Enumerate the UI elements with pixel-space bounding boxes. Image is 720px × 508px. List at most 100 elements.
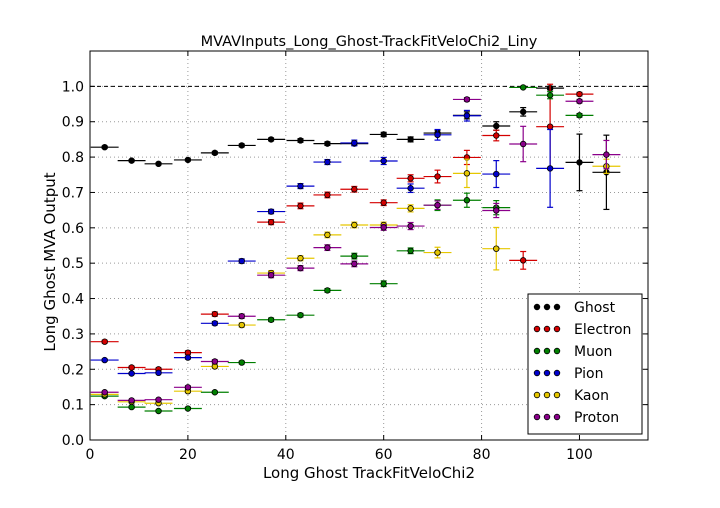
x-tick-label: 100 (566, 447, 593, 463)
legend-marker (533, 347, 541, 355)
data-point (463, 197, 471, 204)
data-point (351, 139, 358, 147)
data-point (434, 173, 441, 180)
data-point (297, 264, 304, 272)
data-point (493, 170, 500, 178)
data-point (576, 98, 583, 105)
data-point (211, 389, 219, 396)
data-point (184, 354, 192, 361)
legend-marker (533, 369, 541, 377)
series-proton (90, 96, 621, 404)
legend-item-kaon: Kaon (533, 388, 609, 404)
data-point (493, 245, 500, 252)
y-tick-label: 0.1 (62, 398, 84, 414)
legend-marker (533, 413, 541, 421)
data-point (493, 122, 500, 130)
data-point (128, 397, 135, 404)
legend-marker (553, 369, 561, 377)
legend-item-muon: Muon (533, 344, 612, 360)
legend-label: Proton (574, 410, 619, 426)
y-tick-label: 0.7 (62, 185, 84, 201)
legend-marker (533, 391, 541, 399)
legend-marker (543, 347, 551, 355)
x-tick-label: 0 (86, 447, 95, 463)
data-point (297, 182, 304, 190)
data-point (324, 287, 331, 294)
y-tick-label: 0.0 (62, 433, 84, 449)
data-point (380, 131, 387, 138)
data-point (267, 208, 275, 215)
legend-box (527, 293, 643, 435)
x-tick-label: 80 (473, 447, 491, 463)
data-point (101, 356, 108, 364)
data-point (546, 123, 554, 130)
data-point (407, 175, 414, 182)
data-point (351, 186, 358, 193)
data-point (238, 142, 245, 149)
data-point (324, 140, 331, 147)
data-point (324, 244, 331, 251)
legend-item-electron: Electron (533, 322, 631, 338)
data-point (407, 185, 414, 192)
data-point (519, 108, 527, 116)
data-point (238, 359, 245, 366)
legend-marker (543, 303, 551, 311)
data-point (380, 157, 387, 165)
data-point (351, 221, 358, 229)
data-point (351, 260, 358, 268)
data-point (351, 252, 358, 260)
data-point (519, 140, 527, 148)
data-point (407, 205, 414, 212)
data-point (155, 160, 162, 168)
data-point (155, 369, 162, 377)
data-point (184, 405, 192, 412)
data-point (463, 170, 471, 177)
data-point (463, 96, 471, 103)
data-point (101, 338, 108, 345)
y-tick-label: 0.4 (62, 292, 84, 308)
series-pion (90, 109, 565, 377)
data-point (128, 364, 135, 371)
legend-label: Muon (574, 344, 612, 360)
data-point (434, 131, 441, 139)
data-point (407, 136, 414, 143)
data-point (155, 407, 162, 415)
data-point (128, 157, 135, 164)
legend-label: Electron (574, 322, 631, 338)
series-layer (90, 83, 621, 415)
y-tick-label: 0.9 (62, 115, 84, 131)
data-point (434, 201, 441, 209)
tick-layer: 0 20 40 60 80 100 0.0 0.1 0.2 0.3 0.4 0.5 0.6 0.7 0.8 0… (62, 51, 648, 463)
data-point (493, 207, 500, 214)
chart-title: MVAVInputs_Long_Ghost-TrackFitVeloChi2_L… (201, 34, 538, 50)
y-tick-label: 0.3 (62, 327, 84, 343)
legend-label: Kaon (574, 388, 609, 404)
data-point (128, 403, 135, 411)
data-point (267, 316, 275, 323)
legend-marker (553, 347, 561, 355)
y-tick-label: 0.2 (62, 362, 84, 378)
legend-marker (533, 303, 541, 311)
data-point (128, 370, 135, 377)
legend-marker (543, 369, 551, 377)
legend-marker (553, 391, 561, 399)
legend-marker (543, 325, 551, 333)
legend-marker (553, 303, 561, 311)
data-point (297, 255, 304, 262)
data-point (211, 320, 219, 327)
data-point (211, 358, 219, 365)
legend-marker (543, 391, 551, 399)
y-tick-label: 0.6 (62, 221, 84, 237)
series-electron (90, 83, 594, 373)
data-point (324, 158, 331, 166)
data-point (324, 191, 331, 199)
legend-marker (533, 325, 541, 333)
data-point (603, 151, 610, 158)
x-tick-label: 20 (179, 447, 197, 463)
data-point (407, 247, 414, 255)
legend-marker (543, 413, 551, 421)
legend-item-proton: Proton (533, 410, 619, 426)
data-point (576, 90, 583, 98)
data-point (493, 132, 500, 139)
